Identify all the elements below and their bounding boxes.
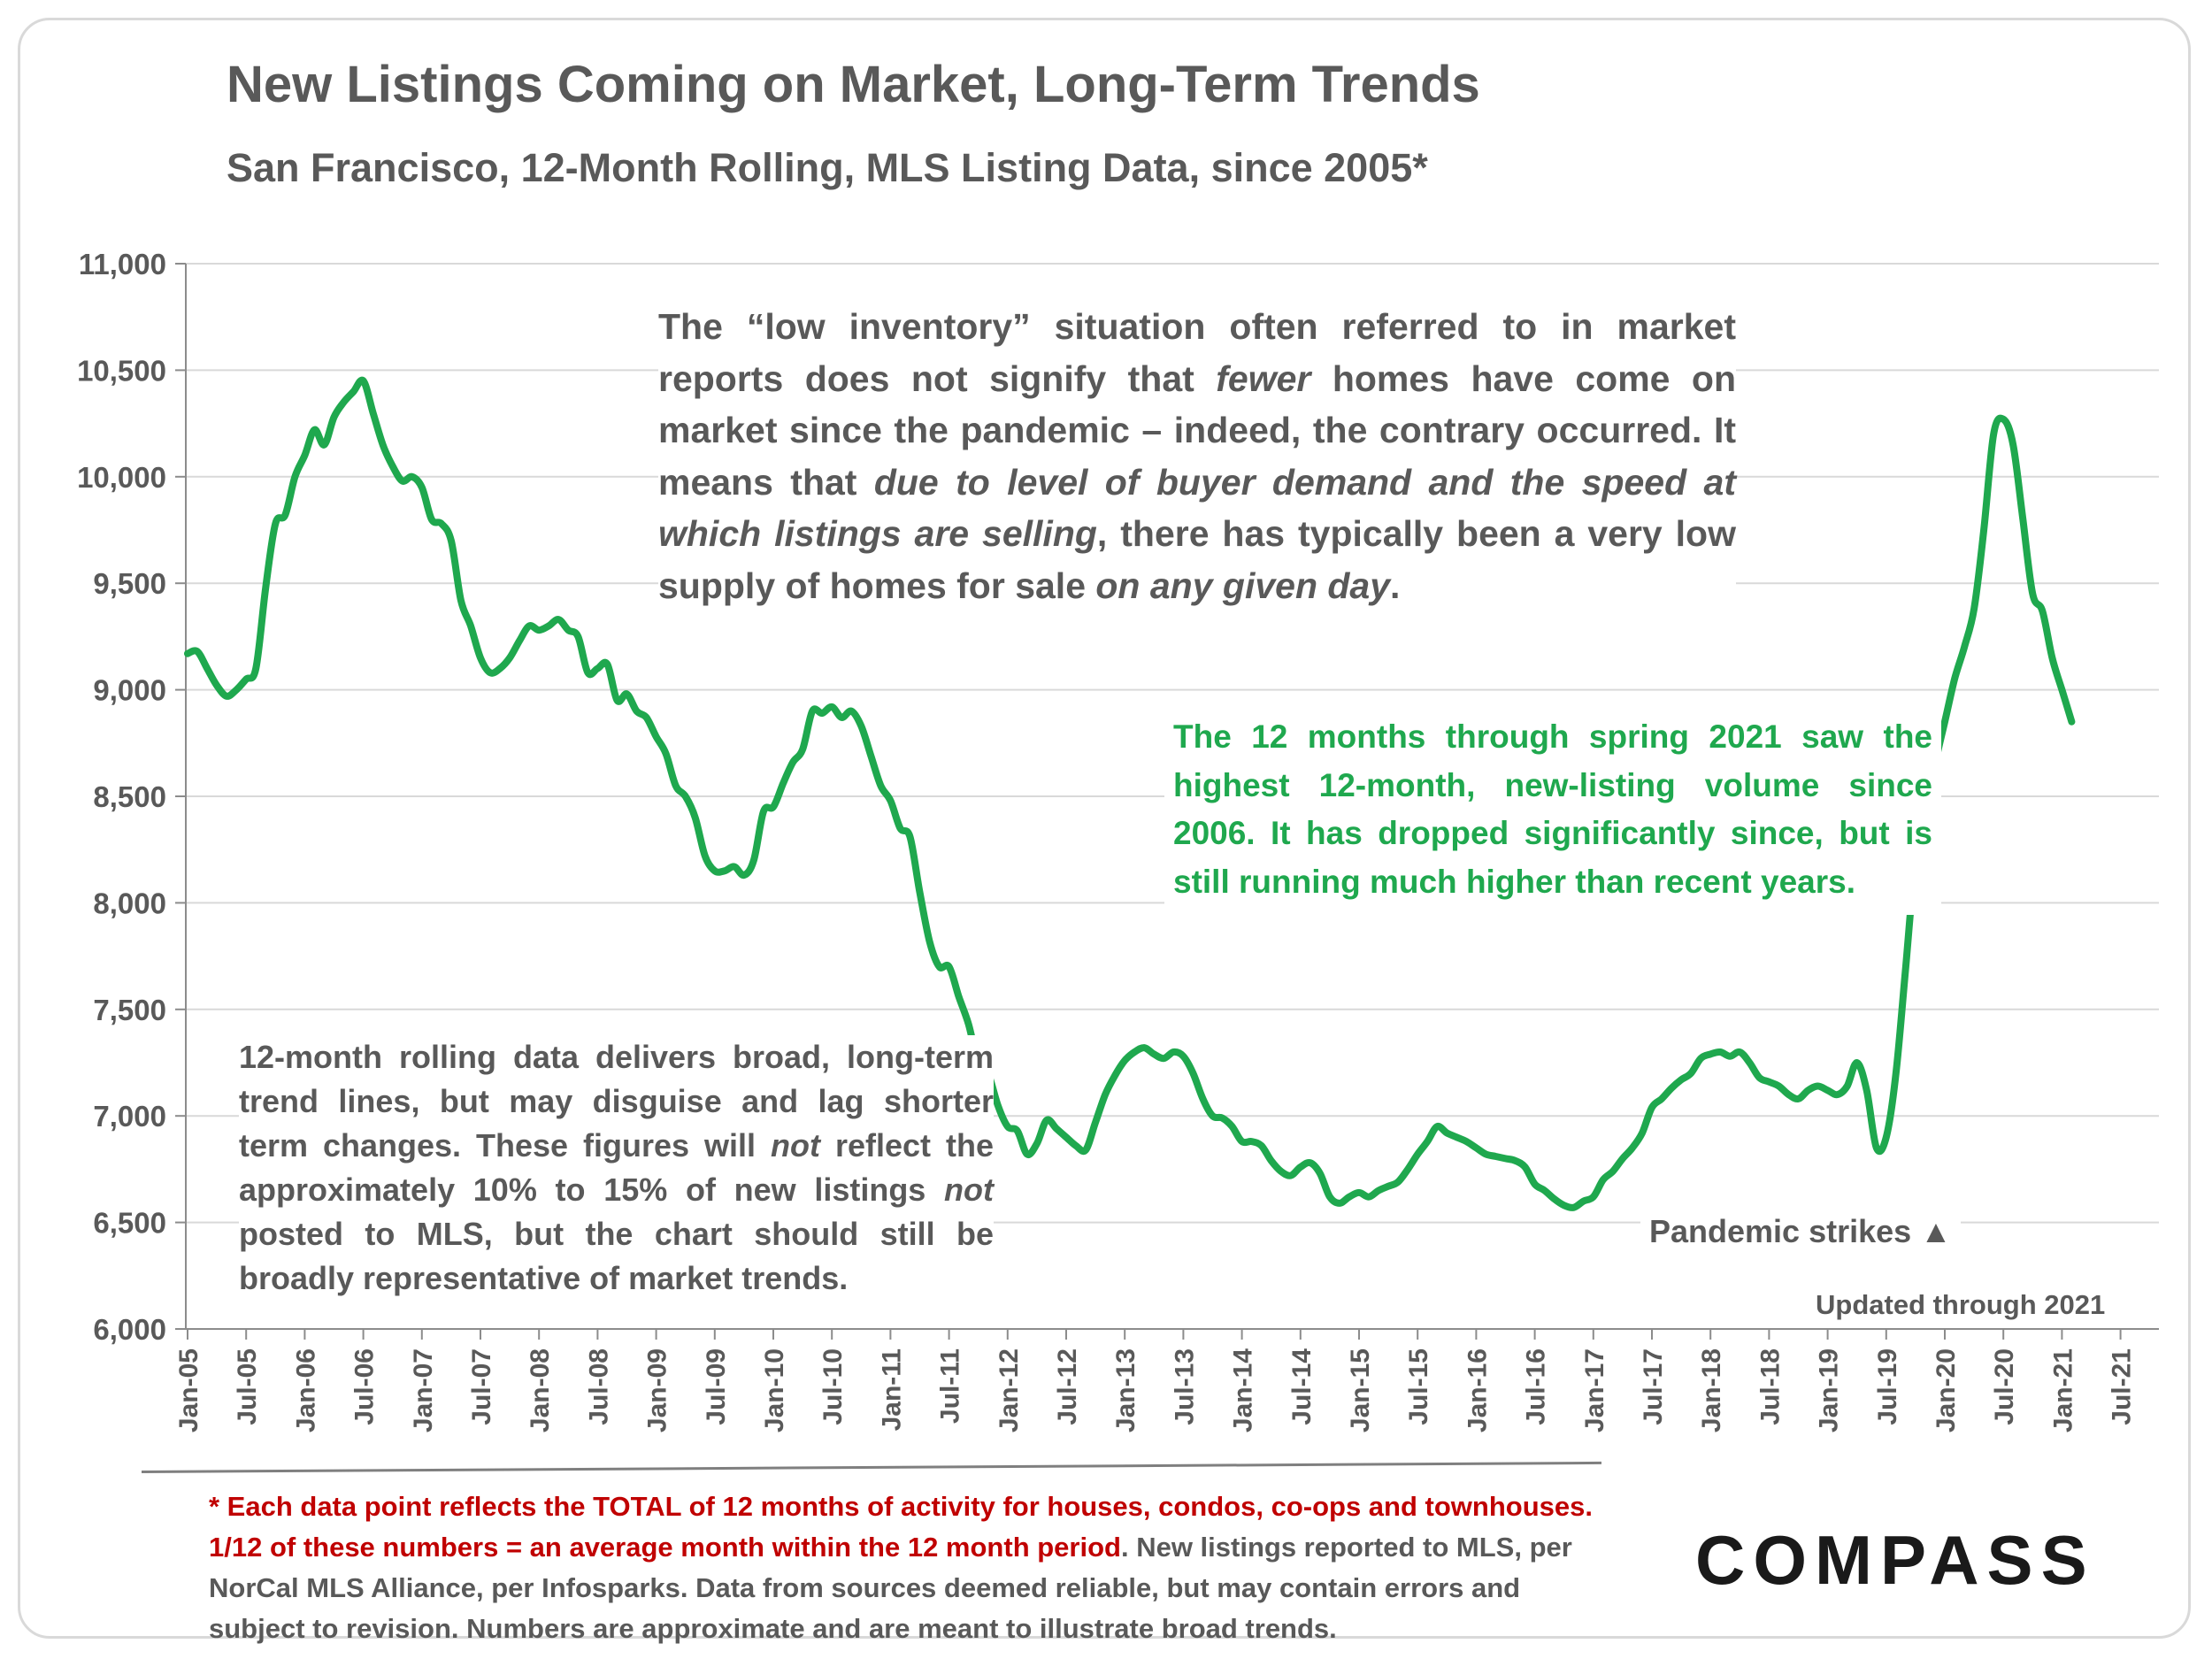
annotation-text: homes have come on market since the pand… — [658, 357, 1736, 503]
y-tick-label: 10,500 — [77, 354, 166, 387]
x-tick-label: Jul-19 — [1873, 1348, 1902, 1425]
x-tick-label: Jul-10 — [818, 1348, 848, 1425]
y-tick-label: 6,000 — [93, 1313, 166, 1346]
x-tick-label: Jan-08 — [526, 1348, 555, 1432]
x-tick-label: Jan-18 — [1697, 1348, 1726, 1432]
y-tick-label: 10,000 — [77, 461, 166, 494]
annotation-text: 12-month rolling data delivers broad, lo… — [239, 1039, 994, 1164]
y-tick-label: 7,000 — [93, 1100, 166, 1133]
x-tick-label: Jul-09 — [702, 1348, 731, 1425]
y-tick-label: 8,000 — [93, 887, 166, 919]
x-tick-label: Jan-06 — [291, 1348, 320, 1432]
chart-subtitle: San Francisco, 12-Month Rolling, MLS Lis… — [227, 145, 1428, 190]
x-tick-label: Jul-15 — [1404, 1348, 1433, 1425]
annotation-text: reflect the approximately 10% to 15% of … — [239, 1127, 994, 1208]
x-tick-label: Jan-07 — [409, 1348, 438, 1432]
footnote-highlight: * Each data point reflects the TOTAL of … — [209, 1491, 1593, 1563]
x-tick-label: Jan-09 — [643, 1348, 672, 1432]
x-tick-label: Jul-11 — [936, 1348, 965, 1424]
x-tick-label: Jul-13 — [1170, 1348, 1199, 1425]
y-tick-label: 9,500 — [93, 567, 166, 600]
chart-frame — [18, 18, 2191, 1639]
annotation-emphasis: not — [771, 1127, 820, 1164]
compass-logo: COMPASS — [1695, 1521, 2095, 1599]
x-tick-label: Jan-14 — [1229, 1348, 1258, 1432]
x-tick-label: Jul-21 — [2108, 1348, 2137, 1425]
x-tick-label: Jul-06 — [350, 1348, 380, 1425]
x-tick-label: Jan-12 — [995, 1348, 1024, 1432]
x-tick-label: Jan-13 — [1111, 1348, 1141, 1432]
annotation-rolling-data: 12-month rolling data delivers broad, lo… — [239, 1035, 994, 1306]
x-tick-label: Jul-16 — [1522, 1348, 1551, 1425]
chart-title: New Listings Coming on Market, Long-Term… — [227, 56, 1480, 113]
annotation-text: , there has typically been a very low su… — [658, 513, 1736, 606]
x-tick-label: Jul-12 — [1053, 1348, 1082, 1425]
x-tick-label: Jul-20 — [1990, 1348, 2019, 1425]
x-tick-label: Jan-19 — [1815, 1348, 1844, 1432]
x-tick-label: Jan-17 — [1580, 1348, 1609, 1432]
y-tick-label: 11,000 — [79, 248, 166, 280]
x-tick-label: Jan-11 — [877, 1348, 906, 1431]
x-tick-label: Jan-20 — [1932, 1348, 1961, 1432]
x-tick-label: Jan-16 — [1463, 1348, 1492, 1432]
x-tick-label: Jul-18 — [1755, 1348, 1785, 1425]
x-tick-label: Jan-05 — [174, 1348, 204, 1432]
y-tick-label: 9,000 — [93, 674, 166, 707]
x-tick-label: Jul-08 — [584, 1348, 613, 1425]
series-line-new-listings — [184, 376, 2076, 1211]
annotation-text: posted to MLS, but the chart should stil… — [239, 1216, 994, 1296]
x-tick-label: Jul-07 — [467, 1348, 496, 1425]
annotation-spring-2021: The 12 months through spring 2021 saw th… — [1164, 713, 1941, 915]
y-tick-label: 8,500 — [93, 780, 166, 813]
annotation-text: . — [1390, 565, 1401, 606]
annotation-updated: Updated through 2021 — [1816, 1289, 2106, 1320]
annotation-low-inventory: The “low inventory” situation often refe… — [658, 301, 1736, 622]
y-tick-label: 7,500 — [93, 994, 166, 1026]
x-tick-label: Jul-05 — [233, 1348, 262, 1425]
footnote: * Each data point reflects the TOTAL of … — [209, 1486, 1607, 1649]
annotation-emphasis: on any given day — [1095, 565, 1391, 606]
x-tick-label: Jan-10 — [760, 1348, 789, 1432]
annotation-emphasis: due to level of buyer demand and the spe… — [658, 461, 1736, 555]
annotation-pandemic: Pandemic strikes ▲ — [1640, 1210, 1961, 1254]
footnote-text: . New listings reported to MLS, per NorC… — [209, 1532, 1572, 1644]
x-tick-label: Jan-21 — [2048, 1348, 2078, 1432]
annotation-emphasis: fewer — [1216, 357, 1311, 399]
y-tick-label: 6,500 — [93, 1207, 166, 1240]
x-tick-label: Jul-17 — [1639, 1348, 1668, 1425]
annotation-text: The “low inventory” situation often refe… — [658, 306, 1736, 399]
annotation-emphasis: not — [944, 1171, 994, 1208]
x-tick-label: Jul-14 — [1287, 1348, 1317, 1425]
x-tick-label: Jan-15 — [1346, 1348, 1375, 1432]
